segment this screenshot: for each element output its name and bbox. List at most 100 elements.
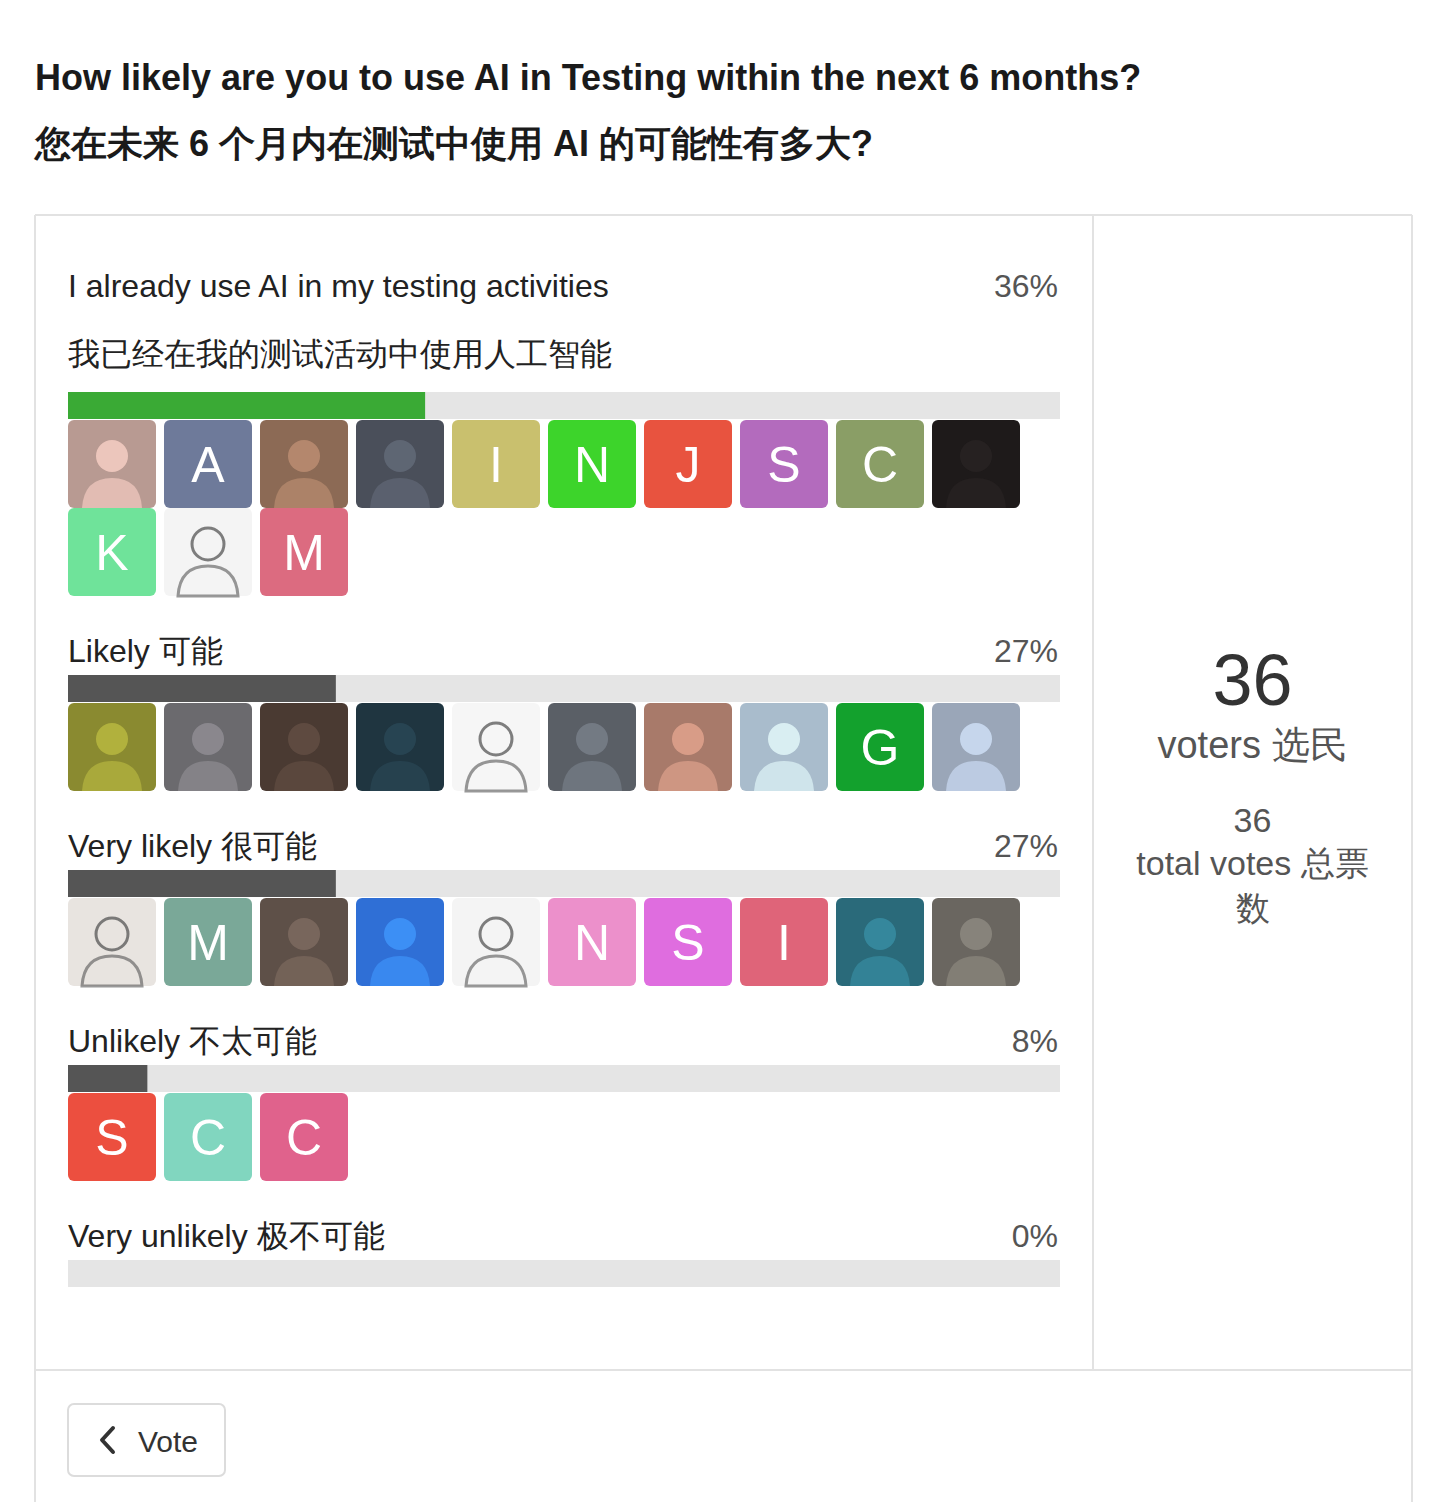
avatar — [260, 703, 348, 791]
avatar-head — [96, 918, 128, 950]
vote-button[interactable]: Vote — [68, 1404, 225, 1476]
panel-border — [35, 214, 1412, 216]
avatar-head — [384, 723, 416, 755]
avatar-body — [178, 566, 238, 596]
avatar — [68, 898, 156, 986]
avatar-body — [370, 761, 430, 791]
total-votes-label-line: 数 — [1236, 889, 1270, 927]
avatar-letter: M — [283, 525, 325, 581]
option-label: I already use AI in my testing activitie… — [68, 268, 612, 372]
vote-button-label[interactable]: Vote — [138, 1425, 198, 1458]
bar-tracks — [68, 392, 1060, 1287]
option-label-line: Very unlikely 极不可能 — [68, 1218, 385, 1254]
avatar — [164, 508, 252, 596]
avatar-bg — [932, 420, 1020, 508]
avatar: S — [740, 420, 828, 508]
avatar: C — [164, 1093, 252, 1181]
avatar — [164, 703, 252, 791]
bar-track — [68, 1260, 1060, 1287]
avatar-letter: M — [187, 915, 229, 971]
avatar-bg — [68, 898, 156, 986]
avatar — [740, 703, 828, 791]
bar — [68, 675, 336, 702]
avatar — [644, 703, 732, 791]
avatar-letter: S — [671, 915, 704, 971]
total-votes-label-line: total votes 总票 — [1136, 844, 1368, 882]
avatar-bg — [356, 898, 444, 986]
avatar-bg — [68, 420, 156, 508]
avatar: G — [836, 703, 924, 791]
avatar-bg — [68, 1093, 156, 1181]
avatar-head — [480, 918, 512, 950]
avatar-body — [850, 956, 910, 986]
avatar-head — [960, 918, 992, 950]
vote-button-bg[interactable] — [68, 1404, 225, 1476]
avatar-head — [288, 723, 320, 755]
avatar-head — [96, 723, 128, 755]
avatar-letter: K — [95, 525, 128, 581]
avatar-bg — [548, 703, 636, 791]
poll-page: How likely are you to use AI in Testing … — [0, 0, 1456, 1502]
option-label-line: Likely 可能 — [68, 633, 223, 669]
avatar-head — [192, 528, 224, 560]
avatar-bg — [356, 703, 444, 791]
avatar-bg — [164, 898, 252, 986]
avatar-body — [370, 956, 430, 986]
bar — [68, 392, 425, 419]
avatar-head — [192, 723, 224, 755]
avatar-body — [466, 761, 526, 791]
option-label-line: 我已经在我的测试活动中使用人工智能 — [68, 336, 612, 372]
avatar-body — [946, 761, 1006, 791]
option-label-line: Unlikely 不太可能 — [68, 1023, 317, 1059]
title-line: How likely are you to use AI in Testing … — [35, 57, 1141, 98]
avatar-body — [562, 761, 622, 791]
avatar: J — [644, 420, 732, 508]
avatar-bg — [164, 508, 252, 596]
avatar-bg — [68, 703, 156, 791]
percent-label: 27% — [994, 633, 1058, 669]
avatar-bg — [836, 420, 924, 508]
avatar — [452, 898, 540, 986]
avatar-bg — [260, 1093, 348, 1181]
avatar: I — [452, 420, 540, 508]
avatar-body — [82, 478, 142, 508]
total-votes-label: total votes 总票数 — [1136, 844, 1368, 927]
option-label-line: Very likely 很可能 — [68, 828, 317, 864]
avatar-bg — [644, 898, 732, 986]
avatar-bg — [740, 898, 828, 986]
avatar-head — [672, 723, 704, 755]
voters-count: 36 — [1212, 640, 1292, 720]
avatar-bg — [644, 420, 732, 508]
avatar-head — [960, 723, 992, 755]
percent-label: 36% — [994, 268, 1058, 304]
avatar-bg — [740, 703, 828, 791]
avatar-body — [178, 761, 238, 791]
avatar-body — [82, 956, 142, 986]
avatar-bg — [932, 703, 1020, 791]
labels: I already use AI in my testing activitie… — [68, 268, 1058, 1254]
avatar — [548, 703, 636, 791]
avatar-bg — [260, 898, 348, 986]
avatar-bg — [836, 703, 924, 791]
avatar: K — [68, 508, 156, 596]
avatars: AINJSCKMGMNSISCC — [68, 420, 1020, 1181]
avatar: N — [548, 420, 636, 508]
avatar: S — [68, 1093, 156, 1181]
avatar-bg — [260, 508, 348, 596]
avatar-body — [946, 956, 1006, 986]
avatar-bg — [740, 420, 828, 508]
avatar-body — [754, 761, 814, 791]
avatar: I — [740, 898, 828, 986]
avatar: A — [164, 420, 252, 508]
vote-chevron[interactable] — [102, 1428, 113, 1452]
percent-label: 8% — [1012, 1023, 1058, 1059]
bar-track — [68, 870, 1060, 897]
avatar — [452, 703, 540, 791]
avatar-body — [370, 478, 430, 508]
avatar: M — [164, 898, 252, 986]
avatar — [836, 898, 924, 986]
avatar-bg — [164, 420, 252, 508]
avatar — [932, 703, 1020, 791]
avatar-head — [864, 918, 896, 950]
avatar-body — [946, 478, 1006, 508]
